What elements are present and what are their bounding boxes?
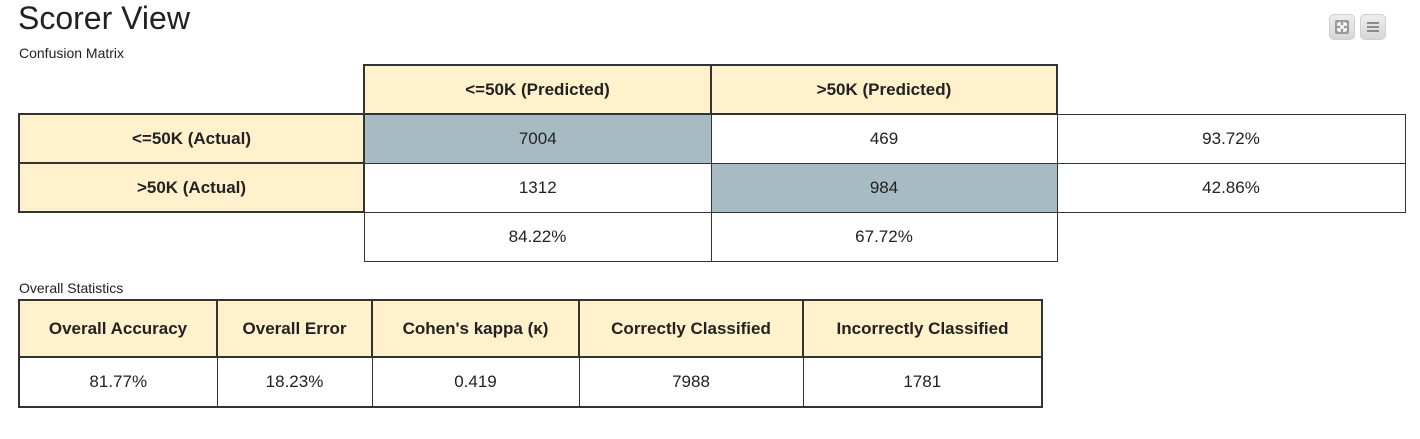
footer-spacer bbox=[1057, 212, 1405, 261]
col-header-le50k-predicted: <=50K (Predicted) bbox=[363, 64, 712, 115]
page-title: Scorer View bbox=[18, 0, 190, 36]
menu-icon bbox=[1367, 22, 1379, 32]
table-row: <=50K (Actual) 7004 469 93.72% bbox=[18, 113, 1406, 164]
stat-header-cohens-kappa: Cohen's kappa (κ) bbox=[371, 299, 580, 358]
view-toolbar bbox=[1329, 14, 1386, 40]
confusion-matrix-table: <=50K (Predicted) >50K (Predicted) <=50K… bbox=[18, 64, 1406, 262]
column-rate-row: 84.22% 67.72% bbox=[19, 211, 1405, 262]
col-header-gt50k-predicted: >50K (Predicted) bbox=[710, 64, 1058, 115]
matrix-cell: 1312 bbox=[363, 162, 712, 213]
table-row: >50K (Actual) 1312 984 42.86% bbox=[18, 162, 1406, 213]
stat-value-incorrectly-classified: 1781 bbox=[802, 356, 1043, 408]
footer-spacer bbox=[19, 212, 364, 261]
row-rate-cell: 93.72% bbox=[1056, 113, 1406, 164]
corner-cell bbox=[19, 65, 364, 114]
confusion-matrix-header-row: <=50K (Predicted) >50K (Predicted) bbox=[19, 64, 1405, 115]
row-rate-cell: 42.86% bbox=[1056, 162, 1406, 213]
col-rate-cell: 84.22% bbox=[363, 211, 712, 262]
matrix-cell: 7004 bbox=[363, 113, 712, 164]
matrix-cell: 469 bbox=[710, 113, 1058, 164]
menu-button[interactable] bbox=[1360, 14, 1386, 40]
fullscreen-button[interactable] bbox=[1329, 14, 1355, 40]
row-header-le50k-actual: <=50K (Actual) bbox=[18, 113, 365, 164]
section-title-overall-statistics: Overall Statistics bbox=[19, 280, 124, 296]
overall-statistics-table: Overall Accuracy Overall Error Cohen's k… bbox=[18, 299, 1043, 408]
statistics-value-row: 81.77% 18.23% 0.419 7988 1781 bbox=[18, 356, 1043, 408]
fullscreen-icon bbox=[1335, 20, 1349, 34]
section-title-confusion-matrix: Confusion Matrix bbox=[19, 45, 125, 61]
stat-header-overall-error: Overall Error bbox=[216, 299, 373, 358]
stat-value-overall-error: 18.23% bbox=[216, 356, 373, 408]
stat-value-correctly-classified: 7988 bbox=[578, 356, 804, 408]
row-header-gt50k-actual: >50K (Actual) bbox=[18, 162, 365, 213]
matrix-cell: 984 bbox=[710, 162, 1058, 213]
stat-header-correctly-classified: Correctly Classified bbox=[578, 299, 804, 358]
stat-header-incorrectly-classified: Incorrectly Classified bbox=[802, 299, 1043, 358]
col-rate-cell: 67.72% bbox=[710, 211, 1058, 262]
stat-value-cohens-kappa: 0.419 bbox=[371, 356, 580, 408]
statistics-header-row: Overall Accuracy Overall Error Cohen's k… bbox=[18, 299, 1043, 358]
stat-value-overall-accuracy: 81.77% bbox=[18, 356, 218, 408]
header-spacer bbox=[1057, 65, 1405, 114]
stat-header-overall-accuracy: Overall Accuracy bbox=[18, 299, 218, 358]
